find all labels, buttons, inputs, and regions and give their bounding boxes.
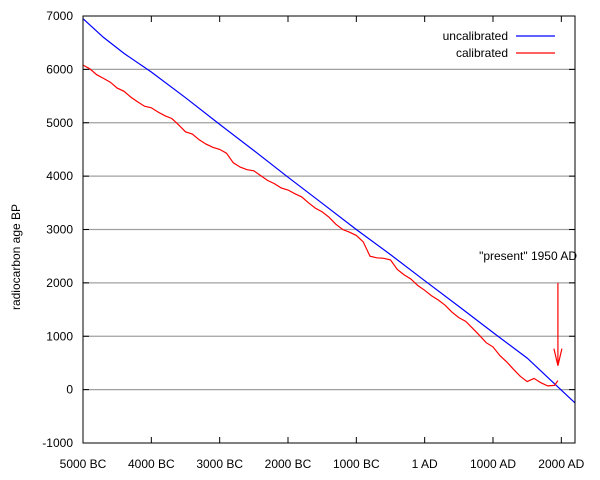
y-tick-label: 2000 [46, 276, 73, 290]
x-tick-label: 2000 BC [265, 457, 312, 471]
grid-lines [83, 68, 575, 391]
y-tick-label: -1000 [42, 436, 73, 450]
annotation-label: "present" 1950 AD [479, 249, 577, 263]
y-tick-label: 6000 [46, 62, 73, 76]
y-tick-label: 4000 [46, 169, 73, 183]
x-tick-label: 2000 AD [538, 457, 584, 471]
series-line-uncalibrated [83, 18, 575, 404]
x-tick-label: 1000 BC [333, 457, 380, 471]
y-tick-label: 1000 [46, 329, 73, 343]
x-tick-label: 1000 AD [470, 457, 516, 471]
legend-label: calibrated [456, 46, 508, 60]
legend-label: uncalibrated [443, 29, 508, 43]
axis-ticks: -1000 0 1000 2000 3000 4000 5000 6000 7000 5000 B… [42, 9, 584, 471]
legend: uncalibrated calibrated [443, 29, 555, 60]
x-tick-label: 5000 BC [60, 457, 107, 471]
series-line-calibrated [83, 64, 559, 387]
y-tick-label: 7000 [46, 9, 73, 23]
y-axis-label: radiocarbon age BP [9, 204, 23, 310]
x-tick-label: 1 AD [412, 457, 438, 471]
y-tick-label: 3000 [46, 223, 73, 237]
y-tick-label: 0 [66, 383, 73, 397]
annotation-arrow-head [553, 348, 563, 366]
series-lines [83, 18, 575, 404]
x-tick-label: 4000 BC [128, 457, 175, 471]
y-tick-label: 5000 [46, 116, 73, 130]
x-tick-label: 3000 BC [196, 457, 243, 471]
present-annotation: "present" 1950 AD [479, 249, 577, 366]
